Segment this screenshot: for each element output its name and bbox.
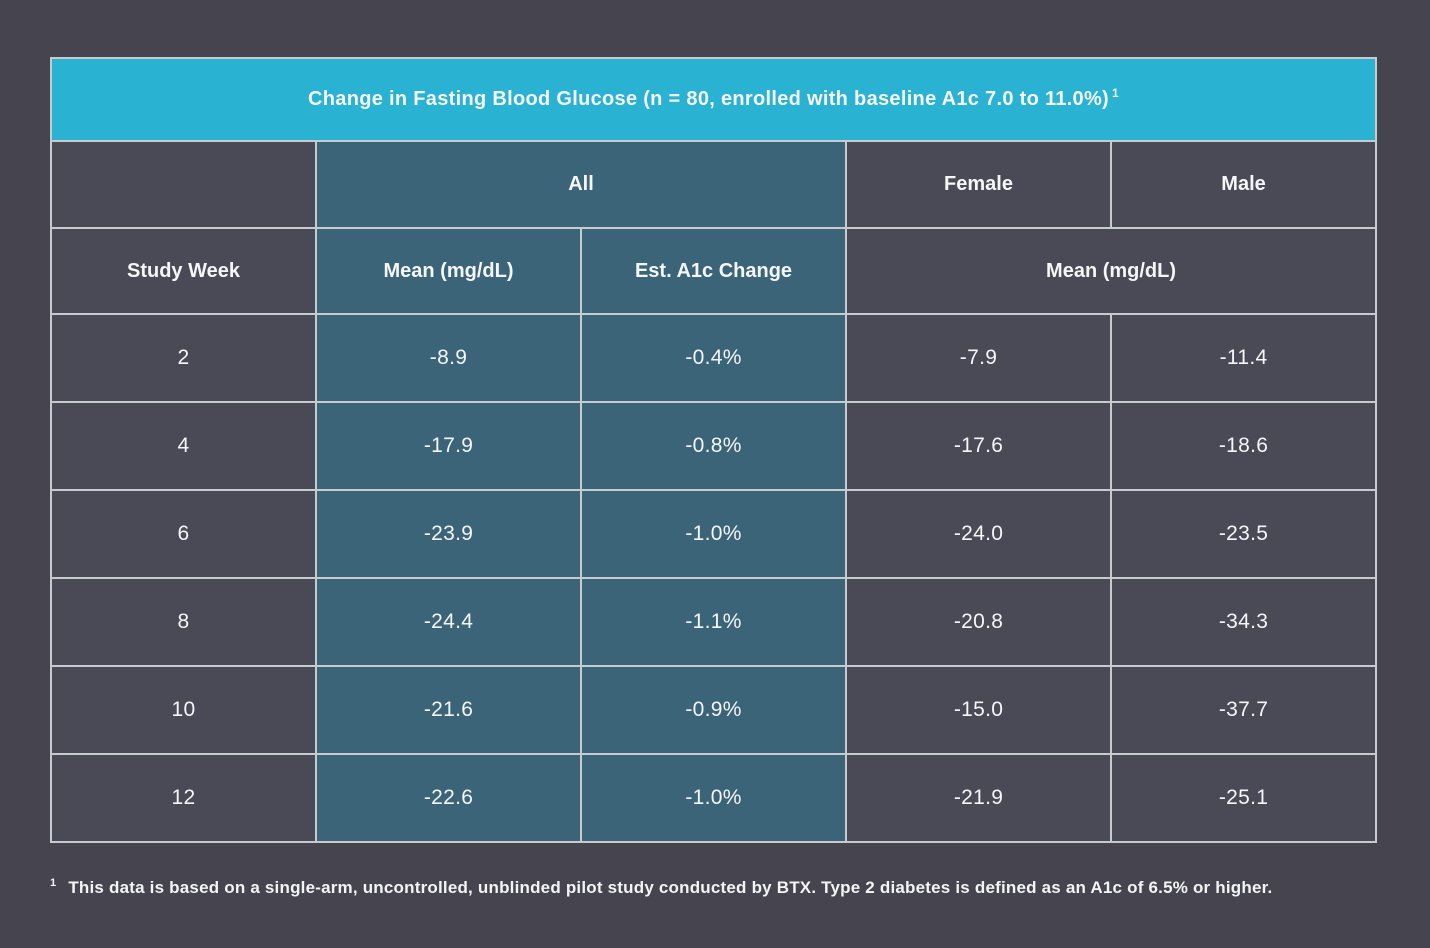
table-row-week-6: 6 -23.9 -1.0% -24.0 -23.5	[50, 489, 1378, 579]
cell-all-mean: -24.4	[315, 577, 582, 667]
group-header-all: All	[315, 140, 847, 229]
cell-a1c-change: -0.8%	[580, 401, 847, 491]
table-row-week-4: 4 -17.9 -0.8% -17.6 -18.6	[50, 401, 1378, 491]
cell-male-mean: -37.7	[1109, 665, 1378, 755]
cell-all-mean: -8.9	[315, 313, 582, 403]
cell-male-mean: -25.1	[1109, 753, 1378, 843]
cell-a1c-change: -0.4%	[580, 313, 847, 403]
sub-header-female-male-mean: Mean (mg/dL)	[844, 227, 1378, 315]
table-row-week-12: 12 -22.6 -1.0% -21.9 -25.1	[50, 753, 1378, 843]
cell-female-mean: -21.9	[845, 753, 1112, 843]
sub-header-row: Study Week Mean (mg/dL) Est. A1c Change …	[50, 227, 1378, 315]
cell-week: 2	[50, 313, 317, 403]
cell-all-mean: -17.9	[315, 401, 582, 491]
cell-a1c-change: -1.1%	[580, 577, 847, 667]
cell-male-mean: -34.3	[1109, 577, 1378, 667]
sub-header-study-week: Study Week	[50, 227, 317, 315]
cell-week: 8	[50, 577, 317, 667]
cell-a1c-change: -1.0%	[580, 753, 847, 843]
cell-male-mean: -18.6	[1109, 401, 1378, 491]
table-title-text: Change in Fasting Blood Glucose (n = 80,…	[308, 88, 1110, 110]
group-header-female: Female	[845, 140, 1112, 229]
cell-female-mean: -17.6	[845, 401, 1112, 491]
cell-male-mean: -23.5	[1109, 489, 1378, 579]
table-row-week-8: 8 -24.4 -1.1% -20.8 -34.3	[50, 577, 1378, 667]
cell-female-mean: -24.0	[845, 489, 1112, 579]
cell-a1c-change: -1.0%	[580, 489, 847, 579]
cell-female-mean: -20.8	[845, 577, 1112, 667]
cell-female-mean: -15.0	[845, 665, 1112, 755]
cell-week: 10	[50, 665, 317, 755]
sub-header-all-a1c-change: Est. A1c Change	[580, 227, 847, 315]
table-title: Change in Fasting Blood Glucose (n = 80,…	[49, 57, 1378, 142]
glucose-table-container: Change in Fasting Blood Glucose (n = 80,…	[49, 57, 1378, 843]
cell-week: 4	[50, 401, 317, 491]
cell-week: 6	[50, 489, 317, 579]
cell-week: 12	[50, 753, 317, 843]
footnote-marker: 1	[50, 877, 57, 889]
title-footnote-marker: 1	[1112, 86, 1119, 100]
cell-all-mean: -21.6	[315, 665, 582, 755]
title-row: Change in Fasting Blood Glucose (n = 80,…	[49, 57, 1378, 142]
footnote: 1 This data is based on a single-arm, unc…	[50, 877, 1410, 898]
cell-all-mean: -22.6	[315, 753, 582, 843]
cell-a1c-change: -0.9%	[580, 665, 847, 755]
cell-all-mean: -23.9	[315, 489, 582, 579]
group-header-empty	[50, 140, 317, 229]
cell-male-mean: -11.4	[1109, 313, 1378, 403]
sub-header-all-mean: Mean (mg/dL)	[315, 227, 582, 315]
glucose-table: Change in Fasting Blood Glucose (n = 80,…	[49, 57, 1378, 843]
table-row-week-2: 2 -8.9 -0.4% -7.9 -11.4	[50, 313, 1378, 403]
cell-female-mean: -7.9	[845, 313, 1112, 403]
group-header-row: All Female Male	[50, 140, 1378, 229]
group-header-male: Male	[1109, 140, 1378, 229]
table-row-week-10: 10 -21.6 -0.9% -15.0 -37.7	[50, 665, 1378, 755]
footnote-text: This data is based on a single-arm, unco…	[68, 878, 1273, 897]
